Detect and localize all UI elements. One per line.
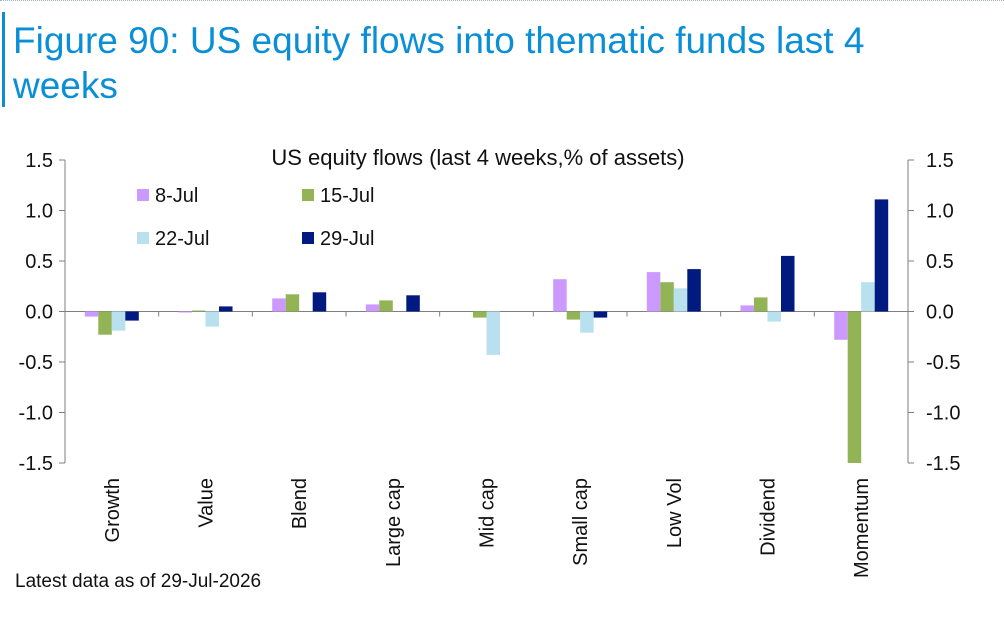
bar bbox=[272, 298, 286, 312]
bar bbox=[365, 304, 380, 312]
figure-title: Figure 90: US equity flows into thematic… bbox=[13, 20, 865, 106]
category-label: Momentum bbox=[851, 478, 873, 578]
bar bbox=[125, 311, 139, 321]
bar bbox=[740, 305, 754, 312]
chart-bars bbox=[84, 199, 889, 463]
legend-label: 15-Jul bbox=[320, 185, 374, 207]
bar bbox=[874, 199, 889, 312]
category-label: Value bbox=[196, 478, 218, 528]
left-tick-label: 1.5 bbox=[25, 150, 53, 172]
bar bbox=[98, 311, 112, 335]
bar bbox=[861, 282, 875, 312]
left-tick-label: -1.0 bbox=[19, 403, 53, 425]
bar bbox=[473, 311, 487, 318]
bar bbox=[205, 311, 219, 327]
bar bbox=[406, 295, 420, 312]
category-label: Dividend bbox=[758, 478, 780, 556]
right-tick-label: 1.5 bbox=[926, 150, 954, 172]
category-label: Low Vol bbox=[664, 478, 686, 548]
left-tick-label: -0.5 bbox=[19, 352, 53, 374]
bar bbox=[834, 311, 848, 340]
category-label: Small cap bbox=[570, 478, 592, 566]
bar bbox=[312, 292, 327, 312]
legend-swatch bbox=[137, 232, 149, 244]
category-label: Mid cap bbox=[477, 478, 499, 548]
bar bbox=[285, 294, 300, 312]
bar bbox=[646, 272, 661, 312]
bar bbox=[754, 297, 768, 312]
left-tick-label: -1.5 bbox=[19, 453, 53, 475]
legend-label: 8-Jul bbox=[155, 185, 198, 207]
right-tick-label: -1.0 bbox=[926, 403, 960, 425]
bar bbox=[178, 311, 192, 313]
left-tick-label: 0.5 bbox=[25, 251, 53, 273]
bar bbox=[379, 300, 393, 312]
category-label: Blend bbox=[289, 478, 311, 529]
title-accent-bar bbox=[2, 12, 5, 107]
legend-swatch bbox=[302, 189, 314, 201]
bar bbox=[767, 311, 781, 322]
left-tick-label: 0.0 bbox=[25, 302, 53, 324]
legend-label: 22-Jul bbox=[155, 228, 209, 250]
source-note: Latest data as of 29-Jul-2026 bbox=[15, 571, 262, 592]
right-tick-label: -1.5 bbox=[926, 453, 960, 475]
bar bbox=[660, 282, 674, 312]
chart-legend: 8-Jul 15-Jul 22-Jul 29-Jul bbox=[137, 185, 374, 250]
bar bbox=[781, 255, 795, 312]
bar bbox=[566, 311, 581, 320]
chart-labels: 1.5 1.5 1.0 1.0 0.5 0.5 0.0 0.0 -0.5 -0.5 -1.0 -1.0… bbox=[19, 150, 961, 578]
bar bbox=[219, 306, 233, 312]
right-tick-label: 0.0 bbox=[926, 302, 954, 324]
bar bbox=[111, 311, 126, 331]
category-label: Large cap bbox=[383, 478, 405, 567]
bar bbox=[553, 279, 567, 312]
legend-label: 29-Jul bbox=[320, 228, 374, 250]
top-divider bbox=[0, 0, 1004, 1]
bar bbox=[847, 311, 862, 463]
right-tick-label: 0.5 bbox=[926, 251, 954, 273]
left-tick-label: 1.0 bbox=[25, 201, 53, 223]
bar bbox=[580, 311, 594, 333]
bar bbox=[84, 311, 99, 317]
legend-swatch bbox=[302, 232, 314, 244]
chart-title: US equity flows (last 4 weeks,% of asset… bbox=[271, 145, 684, 170]
bar bbox=[687, 269, 701, 312]
bar bbox=[673, 288, 688, 312]
bar bbox=[192, 310, 206, 312]
bar bbox=[593, 311, 608, 318]
right-tick-label: 1.0 bbox=[926, 201, 954, 223]
right-tick-label: -0.5 bbox=[926, 352, 960, 374]
bar bbox=[486, 311, 500, 355]
category-label: Growth bbox=[102, 478, 124, 542]
legend-swatch bbox=[137, 189, 149, 201]
